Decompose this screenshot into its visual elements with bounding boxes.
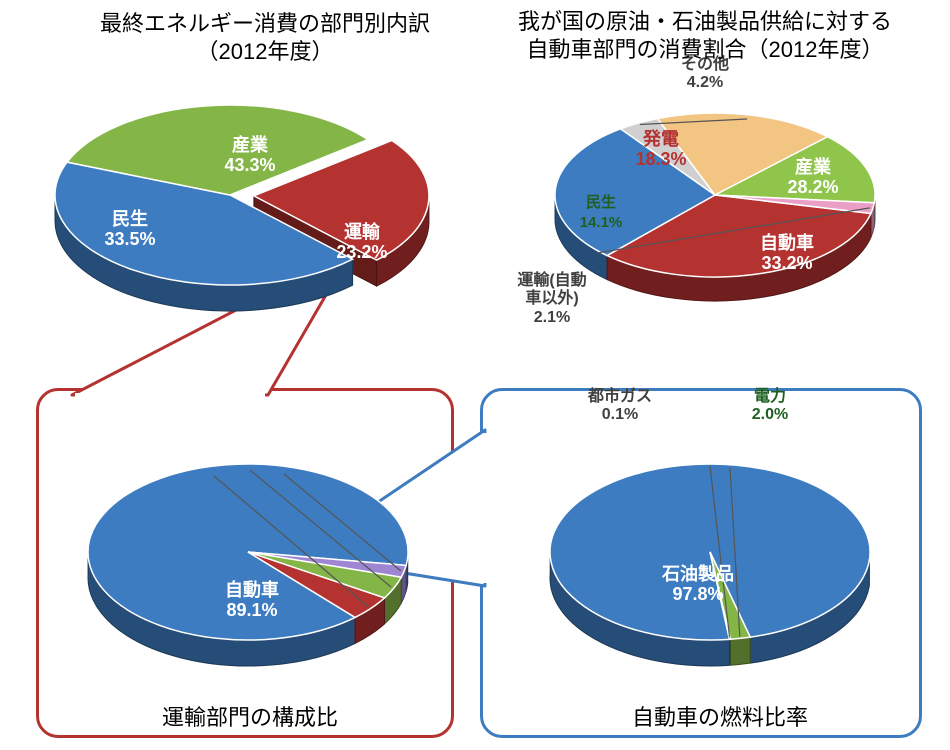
auto-fuel-ratio-ext-label-1: 電力2.0%	[715, 388, 825, 425]
fuel-caption: 自動車の燃料比率	[560, 700, 880, 732]
energy-title: 最終エネルギー消費の部門別内訳（2012年度）	[55, 10, 475, 65]
oil-title: 我が国の原油・石油製品供給に対する自動車部門の消費割合（2012年度）	[470, 8, 940, 63]
auto-fuel-ratio-ext-label-2: 都市ガス0.1%	[565, 388, 675, 425]
auto-fuel-ratio-top	[550, 464, 870, 640]
transport-caption: 運輸部門の構成比	[90, 700, 410, 732]
auto-fuel-ratio-chart: 石油製品97.8%	[0, 0, 950, 750]
